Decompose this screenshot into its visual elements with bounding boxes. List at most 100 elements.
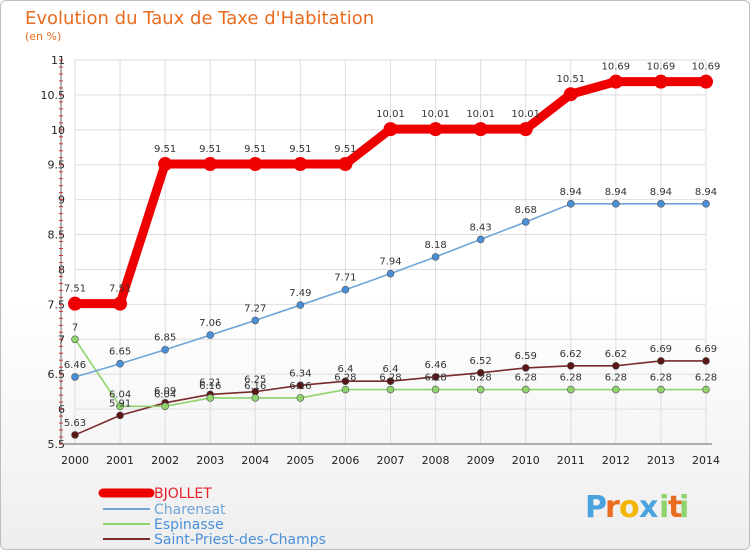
svg-text:t: t (668, 490, 682, 525)
data-label-charensat: 8.94 (560, 187, 582, 198)
data-label-charensat: 6.85 (154, 333, 176, 344)
svg-text:i: i (679, 490, 689, 525)
data-labels: 5.63 5.91 6.09 6.21 6.25 6.34 6.4 6.4 6.46 6.52 6.… (64, 62, 720, 429)
data-label-saint-priest-des-champs: 6.69 (650, 344, 672, 355)
data-label-saint-priest-des-champs: 6.09 (154, 386, 176, 397)
data-label-charensat: 8.18 (424, 240, 446, 251)
data-point-espinasse (251, 394, 260, 402)
data-point-charensat (386, 269, 395, 278)
data-point-charensat (521, 218, 530, 226)
data-label-espinasse: 6.28 (560, 373, 582, 384)
data-point-espinasse (116, 402, 124, 411)
legend-label-espinasse: Espinasse (154, 517, 224, 533)
x-tick-label: 2014 (692, 454, 720, 467)
data-label-espinasse: 6.28 (605, 373, 627, 384)
x-tick-label: 2006 (331, 454, 359, 467)
data-label-saint-priest-des-champs: 6.46 (424, 360, 446, 371)
data-label-charensat: 7.49 (289, 288, 311, 299)
x-tick-label: 2010 (512, 454, 540, 467)
data-point-espinasse (702, 385, 710, 394)
data-label-charensat: 7.94 (379, 257, 401, 268)
data-point-saint-priest-des-champs (431, 373, 440, 381)
x-tick-label: 2005 (286, 454, 314, 467)
data-point-charensat (702, 200, 710, 208)
data-point-saint-priest-des-champs (296, 381, 305, 390)
data-label-saint-priest-des-champs: 5.91 (109, 398, 131, 409)
data-label-bjollet: 10.01 (511, 109, 540, 120)
data-label-espinasse: 6.28 (379, 373, 401, 384)
data-label-saint-priest-des-champs: 6.4 (383, 364, 399, 375)
data-label-charensat: 7.71 (334, 273, 356, 284)
data-label-charensat: 8.68 (515, 205, 537, 216)
data-point-saint-priest-des-champs (702, 357, 710, 365)
data-label-bjollet: 7.51 (64, 284, 86, 295)
data-point-saint-priest-des-champs (71, 431, 79, 439)
data-label-espinasse: 6.28 (650, 373, 672, 384)
chart-subtitle: (en %) (25, 30, 61, 43)
svg-text:o: o (619, 490, 640, 525)
svg-text:x: x (639, 490, 658, 525)
data-label-charensat: 8.94 (695, 187, 717, 198)
data-point-saint-priest-des-champs (521, 364, 530, 372)
data-label-bjollet: 10.69 (602, 62, 631, 73)
data-point-espinasse (206, 394, 215, 402)
data-label-espinasse: 6.16 (244, 381, 266, 392)
data-label-saint-priest-des-champs: 6.69 (695, 344, 717, 355)
x-tick-label: 2011 (557, 454, 585, 467)
data-label-saint-priest-des-champs: 6.59 (515, 351, 537, 362)
data-label-espinasse: 7 (72, 322, 78, 333)
data-label-saint-priest-des-champs: 5.63 (64, 418, 86, 429)
data-point-bjollet (608, 74, 623, 89)
x-tick-label: 2012 (602, 454, 630, 467)
data-label-bjollet: 10.01 (421, 109, 450, 120)
x-tick-label: 2013 (647, 454, 675, 467)
data-point-bjollet (653, 74, 668, 89)
data-point-espinasse (612, 385, 620, 394)
data-point-bjollet (338, 157, 353, 172)
data-label-charensat: 6.46 (64, 360, 86, 371)
data-point-espinasse (566, 385, 575, 394)
legend-label-saint-priest-des-champs: Saint-Priest-des-Champs (154, 532, 326, 548)
data-point-espinasse (657, 385, 665, 394)
x-tick-label: 2002 (151, 454, 179, 467)
data-point-bjollet (203, 157, 218, 172)
legend: BJOLLET Charensat Espinasse Saint-Priest… (98, 486, 326, 548)
data-point-bjollet (293, 157, 308, 172)
data-label-saint-priest-des-champs: 6.4 (337, 364, 353, 375)
data-point-espinasse (431, 385, 440, 394)
data-point-charensat (657, 200, 665, 208)
svg-text:P: P (585, 490, 607, 525)
data-point-charensat (612, 200, 620, 208)
data-point-saint-priest-des-champs (116, 411, 124, 420)
data-point-bjollet (428, 122, 443, 137)
data-point-charensat (206, 331, 215, 339)
data-point-saint-priest-des-champs (657, 357, 665, 365)
x-tick-label: 2008 (422, 454, 450, 467)
data-point-charensat (251, 316, 260, 325)
data-label-charensat: 8.43 (470, 222, 492, 233)
data-label-bjollet: 9.51 (244, 144, 266, 155)
data-point-charensat (566, 200, 575, 208)
data-label-bjollet: 10.51 (556, 74, 585, 85)
data-point-bjollet (68, 296, 82, 311)
data-point-bjollet (699, 74, 713, 89)
data-label-espinasse: 6.04 (109, 389, 131, 400)
data-point-espinasse (521, 385, 530, 394)
data-point-espinasse (71, 335, 79, 344)
data-point-charensat (341, 285, 350, 294)
data-label-espinasse: 6.04 (154, 389, 176, 400)
data-label-saint-priest-des-champs: 6.21 (199, 377, 221, 388)
data-label-saint-priest-des-champs: 6.34 (289, 368, 311, 379)
data-point-bjollet (473, 122, 488, 137)
data-label-charensat: 6.65 (109, 347, 131, 358)
data-point-bjollet (113, 296, 128, 311)
data-label-bjollet: 10.69 (692, 62, 721, 73)
data-label-espinasse: 6.28 (515, 373, 537, 384)
x-tick-label: 2007 (377, 454, 405, 467)
data-label-bjollet: 10.01 (376, 109, 405, 120)
legend-label-bjollet: BJOLLET (154, 486, 212, 502)
data-label-bjollet: 9.51 (154, 144, 176, 155)
data-label-saint-priest-des-champs: 6.62 (560, 349, 582, 360)
data-label-charensat: 8.94 (650, 187, 672, 198)
x-tick-label: 2004 (241, 454, 269, 467)
